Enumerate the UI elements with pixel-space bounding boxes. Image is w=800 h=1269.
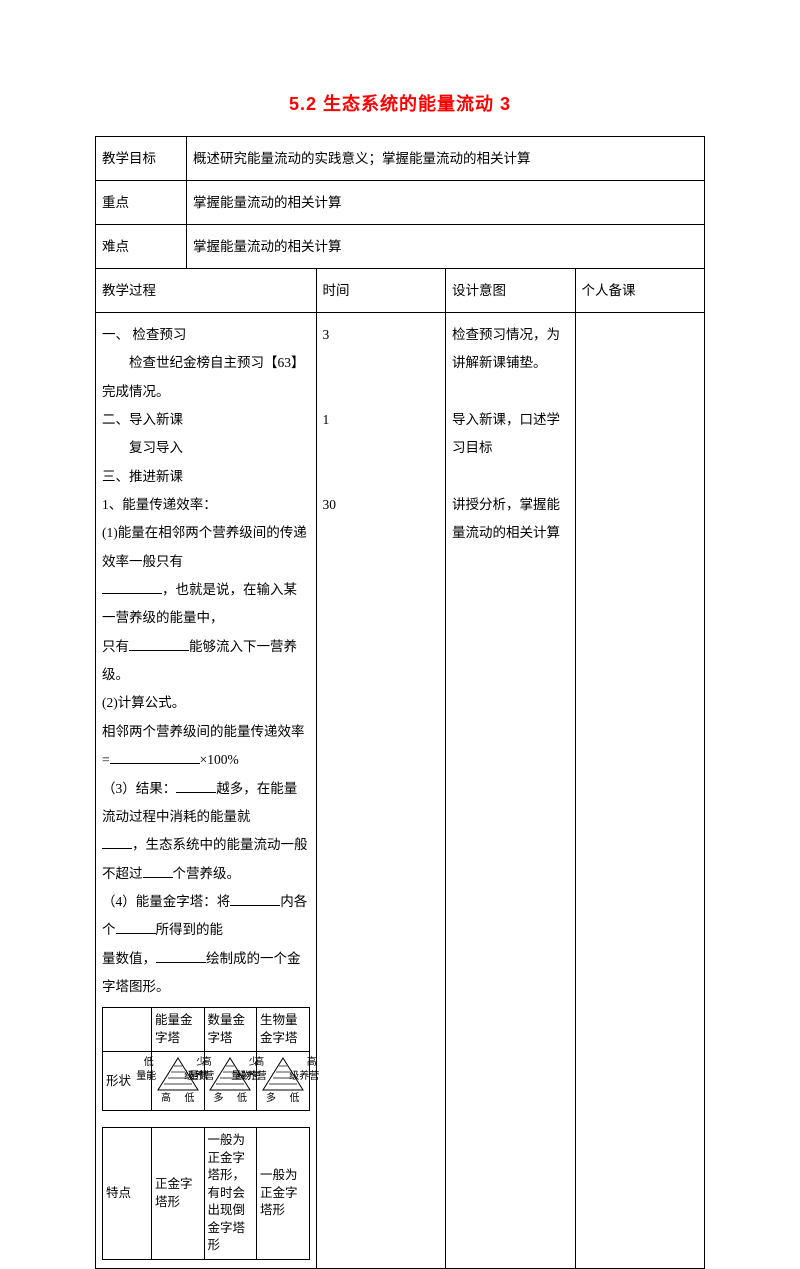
feature-2: 一般为正金字塔形，有时会出现倒金字塔形: [204, 1128, 257, 1260]
empty-cell: [103, 1008, 152, 1052]
section-1-line: 检查世纪金榜自主预习【63】完成情况。: [102, 349, 310, 406]
blank: [230, 891, 280, 906]
section-1-title: 一、 检查预习: [102, 321, 310, 349]
section-2-line: 复习导入: [102, 434, 310, 462]
biomass-pyramid-cell: 少 生物量 x: [257, 1052, 310, 1111]
objective-label: 教学目标: [96, 137, 187, 181]
pyramid-shape-row: 形状 低 能量 高: [103, 1052, 310, 1111]
p1-calc-eq: =×100%: [102, 746, 310, 774]
key-text: 掌握能量流动的相关计算: [187, 181, 705, 225]
pyramid-table-features: 特点 正金字塔形 一般为正金字塔形，有时会出现倒金字塔形 一般为正金字塔形: [102, 1127, 310, 1260]
p1-calc-line: 相邻两个营养级间的能量传递效率: [102, 718, 310, 746]
p4-line: （4）能量金字塔：将内各个所得到的能: [102, 888, 310, 945]
pyramid-feature-row: 特点 正金字塔形 一般为正金字塔形，有时会出现倒金字塔形 一般为正金字塔形: [103, 1128, 310, 1260]
intent-label: 设计意图: [446, 269, 576, 313]
p1-line1: (1)能量在相邻两个营养级间的传递效率一般只有: [102, 519, 310, 576]
p3-line: （3）结果：越多，在能量流动过程中消耗的能量就: [102, 775, 310, 832]
blank: [176, 778, 216, 793]
document-page: 5.2 生态系统的能量流动 3 教学目标 概述研究能量流动的实践意义；掌握能量流…: [0, 0, 800, 1132]
p3-line2: ，生态系统中的能量流动一般不超过个营养级。: [102, 831, 310, 888]
feature-3: 一般为正金字塔形: [257, 1128, 310, 1260]
pyr-h3: 生物量金字塔: [257, 1008, 310, 1052]
time-cell: 3 1 30: [316, 313, 446, 1269]
row-body: 一、 检查预习 检查世纪金榜自主预习【63】完成情况。 二、导入新课 复习导入 …: [96, 313, 705, 1269]
blank: [129, 636, 189, 651]
blank: [110, 750, 200, 765]
time-label: 时间: [316, 269, 446, 313]
notes-label: 个人备课: [575, 269, 705, 313]
feature-label: 特点: [103, 1128, 152, 1260]
objective-text: 概述研究能量流动的实践意义；掌握能量流动的相关计算: [187, 137, 705, 181]
key-label: 重点: [96, 181, 187, 225]
row-headers: 教学过程 时间 设计意图 个人备课: [96, 269, 705, 313]
p1-title: 1、能量传递效率：: [102, 491, 310, 519]
p4-line2: 量数值，绘制成的一个金字塔图形。: [102, 945, 310, 1002]
page-title: 5.2 生态系统的能量流动 3: [95, 90, 705, 116]
blank: [116, 920, 156, 935]
row-difficulty: 难点 掌握能量流动的相关计算: [96, 225, 705, 269]
notes-cell: [575, 313, 705, 1269]
feature-1: 正金字塔形: [152, 1128, 205, 1260]
p1-line2: ，也就是说，在输入某一营养级的能量中，: [102, 576, 310, 633]
pyr-h1: 能量金字塔: [152, 1008, 205, 1052]
blank: [156, 948, 206, 963]
process-label: 教学过程: [96, 269, 317, 313]
pyr-h2: 数量金字塔: [204, 1008, 257, 1052]
p1-line3: 只有能够流入下一营养级。: [102, 633, 310, 690]
blank: [143, 863, 173, 878]
row-objective: 教学目标 概述研究能量流动的实践意义；掌握能量流动的相关计算: [96, 137, 705, 181]
process-cell: 一、 检查预习 检查世纪金榜自主预习【63】完成情况。 二、导入新课 复习导入 …: [96, 313, 317, 1269]
section-2-title: 二、导入新课: [102, 406, 310, 434]
pyramid-header-row: 能量金字塔 数量金字塔 生物量金字塔: [103, 1008, 310, 1052]
pyramid-table-shapes: 能量金字塔 数量金字塔 生物量金字塔 形状 低 能量 高: [102, 1007, 310, 1111]
difficulty-text: 掌握能量流动的相关计算: [187, 225, 705, 269]
section-3-title: 三、推进新课: [102, 463, 310, 491]
difficulty-label: 难点: [96, 225, 187, 269]
blank: [102, 580, 162, 595]
blank: [102, 835, 132, 850]
p1-calc-title: (2)计算公式。: [102, 689, 310, 717]
intent-cell: 检查预习情况，为讲解新课铺垫。 导入新课，口述学习目标 讲授分析，掌握能量流动的…: [446, 313, 576, 1269]
row-key: 重点 掌握能量流动的相关计算: [96, 181, 705, 225]
lesson-plan-table: 教学目标 概述研究能量流动的实践意义；掌握能量流动的相关计算 重点 掌握能量流动…: [95, 136, 705, 1269]
